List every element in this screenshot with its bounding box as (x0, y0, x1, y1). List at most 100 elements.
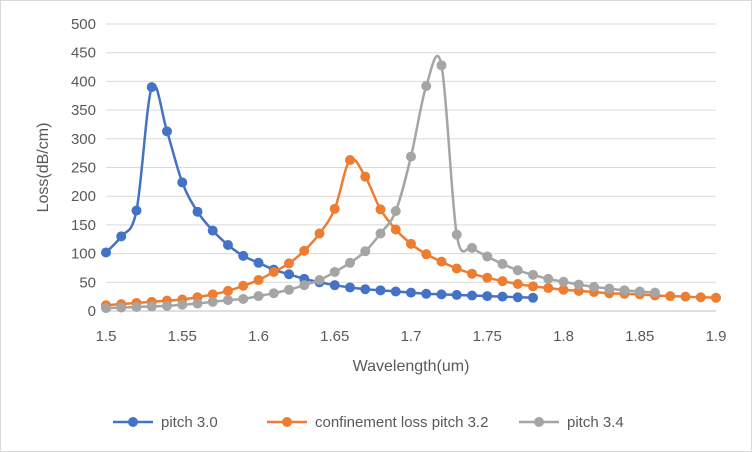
data-point (467, 268, 477, 279)
data-point (314, 275, 325, 286)
series-layer (101, 54, 721, 314)
data-point (558, 276, 569, 287)
data-point (528, 292, 538, 303)
data-point (162, 300, 172, 311)
data-point (543, 283, 554, 294)
data-point (238, 280, 249, 291)
data-point (604, 283, 615, 294)
y-axis: 0 50 100 150 200 250 300 350 400 450 500 (71, 16, 96, 320)
data-point (329, 203, 340, 214)
series-2 (101, 155, 721, 311)
data-point (634, 286, 645, 297)
legend-label: pitch 3.4 (567, 414, 624, 431)
data-point (451, 263, 462, 274)
x-tick-label: 1.9 (706, 328, 727, 345)
x-tick-label: 1.55 (168, 328, 197, 345)
y-tick-label: 50 (79, 274, 96, 291)
data-point (238, 250, 249, 261)
data-point (467, 290, 477, 301)
data-point (528, 281, 538, 292)
data-point (223, 285, 233, 296)
data-point (482, 291, 493, 302)
data-point (131, 205, 142, 216)
data-point (268, 266, 279, 277)
data-point (207, 225, 218, 236)
legend-marker (128, 417, 138, 427)
data-point (390, 206, 401, 217)
legend-marker (282, 417, 292, 427)
data-point (360, 246, 371, 257)
data-point (192, 298, 203, 309)
data-point (695, 292, 706, 303)
data-point (192, 206, 203, 217)
y-tick-label: 500 (71, 16, 96, 33)
data-point (711, 292, 721, 303)
x-tick-label: 1.7 (401, 328, 422, 345)
data-point (162, 126, 172, 137)
data-point (451, 229, 462, 240)
x-tick-label: 1.5 (96, 328, 117, 345)
x-tick-label: 1.75 (473, 328, 502, 345)
data-point (650, 287, 660, 298)
data-point (345, 155, 355, 166)
data-point (329, 266, 340, 277)
series-line (105, 157, 717, 307)
data-point (512, 292, 523, 303)
data-point (497, 258, 508, 269)
legend-marker (534, 417, 544, 427)
data-point (116, 231, 127, 242)
series-line (105, 54, 656, 310)
data-point (512, 265, 523, 276)
data-point (101, 303, 111, 314)
y-tick-label: 250 (71, 160, 96, 177)
series-3 (101, 54, 660, 314)
x-axis-title: Wavelength(um) (353, 358, 470, 375)
series-1 (101, 82, 538, 303)
data-point (146, 82, 157, 93)
data-point (284, 284, 294, 295)
data-point (253, 275, 264, 286)
legend-label: pitch 3.0 (161, 414, 218, 431)
data-point (451, 289, 462, 300)
data-point (589, 281, 599, 292)
x-tick-label: 1.6 (248, 328, 269, 345)
legend-item: pitch 3.0 (113, 414, 218, 431)
data-point (482, 272, 493, 283)
data-point (131, 301, 142, 312)
data-point (116, 302, 127, 313)
data-point (558, 284, 569, 295)
data-point (360, 171, 371, 182)
data-point (436, 256, 447, 267)
x-axis: 1.5 1.55 1.6 1.65 1.7 1.75 1.8 1.85 1.9 (96, 328, 727, 345)
data-point (375, 204, 386, 215)
data-point (345, 282, 355, 293)
data-point (146, 301, 157, 312)
legend-label: confinement loss pitch 3.2 (315, 414, 488, 431)
legend-item: confinement loss pitch 3.2 (267, 414, 488, 431)
data-point (314, 228, 325, 239)
y-tick-label: 150 (71, 217, 96, 234)
data-point (680, 291, 691, 302)
data-point (528, 269, 538, 280)
data-point (436, 60, 447, 71)
data-point (253, 291, 264, 302)
data-point (573, 279, 584, 290)
series-line (105, 83, 534, 300)
data-point (390, 286, 401, 297)
data-point (406, 238, 416, 249)
data-point (223, 295, 233, 306)
x-tick-label: 1.85 (625, 328, 654, 345)
data-point (207, 289, 218, 300)
data-point (329, 280, 340, 291)
gridlines (106, 23, 716, 312)
data-point (177, 299, 188, 310)
data-point (467, 242, 477, 253)
y-tick-label: 0 (88, 303, 96, 320)
data-point (543, 273, 554, 284)
data-point (406, 287, 416, 298)
y-tick-label: 100 (71, 246, 96, 263)
data-point (497, 291, 508, 302)
data-point (207, 296, 218, 307)
data-point (390, 224, 401, 235)
